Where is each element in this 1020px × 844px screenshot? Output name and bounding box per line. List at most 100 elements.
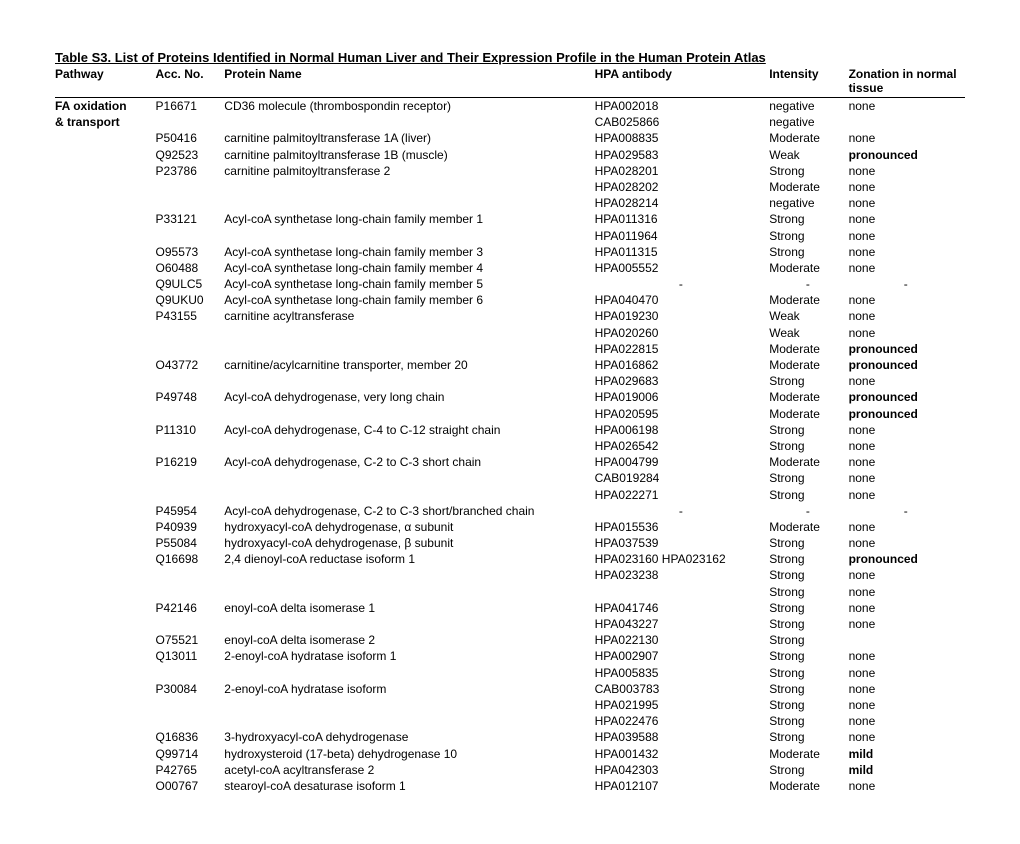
cell-pathway: & transport: [55, 114, 156, 130]
cell-zonation: none: [849, 616, 965, 632]
cell-pathway: [55, 665, 156, 681]
cell-acc: P11310: [156, 422, 225, 438]
cell-pathway: [55, 292, 156, 308]
table-row: HPA021995Strongnone: [55, 697, 965, 713]
cell-hpa: CAB019284: [595, 470, 770, 486]
cell-acc: P42146: [156, 600, 225, 616]
cell-hpa: HPA006198: [595, 422, 770, 438]
cell-acc: Q13011: [156, 648, 225, 664]
cell-hpa: HPA020595: [595, 406, 770, 422]
cell-zonation: none: [849, 211, 965, 227]
table-row: P11310Acyl-coA dehydrogenase, C-4 to C-1…: [55, 422, 965, 438]
cell-name: 2-enoyl-coA hydratase isoform: [224, 681, 594, 697]
cell-hpa: HPA043227: [595, 616, 770, 632]
cell-pathway: [55, 341, 156, 357]
cell-hpa: HPA023160 HPA023162: [595, 551, 770, 567]
cell-pathway: [55, 228, 156, 244]
table-row: HPA020260Weaknone: [55, 325, 965, 341]
cell-acc: P55084: [156, 535, 225, 551]
cell-pathway: [55, 276, 156, 292]
cell-acc: P43155: [156, 308, 225, 324]
cell-hpa: HPA019230: [595, 308, 770, 324]
header-acc: Acc. No.: [156, 67, 225, 98]
cell-zonation: pronounced: [849, 389, 965, 405]
cell-acc: [156, 179, 225, 195]
table-row: O75521enoyl-coA delta isomerase 2HPA0221…: [55, 632, 965, 648]
cell-hpa: HPA026542: [595, 438, 770, 454]
cell-name: 2-enoyl-coA hydratase isoform 1: [224, 648, 594, 664]
cell-pathway: FA oxidation: [55, 98, 156, 115]
cell-zonation: none: [849, 98, 965, 115]
cell-hpa: HPA028202: [595, 179, 770, 195]
cell-intensity: Strong: [769, 422, 848, 438]
cell-acc: P42765: [156, 762, 225, 778]
cell-zonation: none: [849, 163, 965, 179]
table-row: FA oxidationP16671CD36 molecule (thrombo…: [55, 98, 965, 115]
cell-pathway: [55, 308, 156, 324]
cell-pathway: [55, 762, 156, 778]
cell-hpa: HPA002018: [595, 98, 770, 115]
cell-zonation: none: [849, 195, 965, 211]
cell-intensity: Strong: [769, 438, 848, 454]
cell-intensity: Strong: [769, 584, 848, 600]
table-row: HPA028202Moderatenone: [55, 179, 965, 195]
cell-acc: Q16836: [156, 729, 225, 745]
cell-acc: [156, 195, 225, 211]
cell-acc: [156, 713, 225, 729]
cell-pathway: [55, 697, 156, 713]
table-row: P49748Acyl-coA dehydrogenase, very long …: [55, 389, 965, 405]
cell-zonation: none: [849, 470, 965, 486]
table-row: Q168363-hydroxyacyl-coA dehydrogenaseHPA…: [55, 729, 965, 745]
cell-pathway: [55, 729, 156, 745]
table-row: P300842-enoyl-coA hydratase isoformCAB00…: [55, 681, 965, 697]
cell-zonation: pronounced: [849, 551, 965, 567]
cell-zonation: none: [849, 584, 965, 600]
cell-intensity: negative: [769, 195, 848, 211]
table-row: Strongnone: [55, 584, 965, 600]
cell-name: [224, 325, 594, 341]
cell-acc: P30084: [156, 681, 225, 697]
cell-hpa: HPA039588: [595, 729, 770, 745]
cell-hpa: CAB025866: [595, 114, 770, 130]
cell-zonation: none: [849, 373, 965, 389]
cell-pathway: [55, 357, 156, 373]
table-row: Q9ULC5Acyl-coA synthetase long-chain fam…: [55, 276, 965, 292]
cell-name: hydroxyacyl-coA dehydrogenase, α subunit: [224, 519, 594, 535]
cell-name: carnitine palmitoyltransferase 1A (liver…: [224, 130, 594, 146]
cell-name: carnitine acyltransferase: [224, 308, 594, 324]
cell-hpa: HPA029583: [595, 147, 770, 163]
cell-intensity: Weak: [769, 325, 848, 341]
cell-acc: [156, 438, 225, 454]
cell-zonation: mild: [849, 762, 965, 778]
cell-acc: P45954: [156, 503, 225, 519]
cell-intensity: Strong: [769, 616, 848, 632]
cell-zonation: none: [849, 130, 965, 146]
cell-name: Acyl-coA dehydrogenase, very long chain: [224, 389, 594, 405]
table-row: O43772carnitine/acylcarnitine transporte…: [55, 357, 965, 373]
cell-hpa: HPA002907: [595, 648, 770, 664]
cell-zonation: none: [849, 713, 965, 729]
cell-acc: O00767: [156, 778, 225, 794]
cell-hpa: HPA022130: [595, 632, 770, 648]
table-row: P45954Acyl-coA dehydrogenase, C-2 to C-3…: [55, 503, 965, 519]
cell-acc: [156, 567, 225, 583]
cell-pathway: [55, 163, 156, 179]
cell-acc: P49748: [156, 389, 225, 405]
cell-name: [224, 195, 594, 211]
cell-hpa: HPA016862: [595, 357, 770, 373]
cell-name: carnitine palmitoyltransferase 1B (muscl…: [224, 147, 594, 163]
cell-acc: P40939: [156, 519, 225, 535]
cell-hpa: HPA022476: [595, 713, 770, 729]
cell-name: [224, 665, 594, 681]
cell-zonation: none: [849, 438, 965, 454]
cell-intensity: Strong: [769, 762, 848, 778]
cell-zonation: none: [849, 519, 965, 535]
cell-name: enoyl-coA delta isomerase 1: [224, 600, 594, 616]
cell-acc: [156, 373, 225, 389]
cell-pathway: [55, 454, 156, 470]
cell-acc: P50416: [156, 130, 225, 146]
table-row: HPA005835Strongnone: [55, 665, 965, 681]
cell-acc: Q9UKU0: [156, 292, 225, 308]
cell-name: [224, 373, 594, 389]
cell-intensity: Strong: [769, 470, 848, 486]
